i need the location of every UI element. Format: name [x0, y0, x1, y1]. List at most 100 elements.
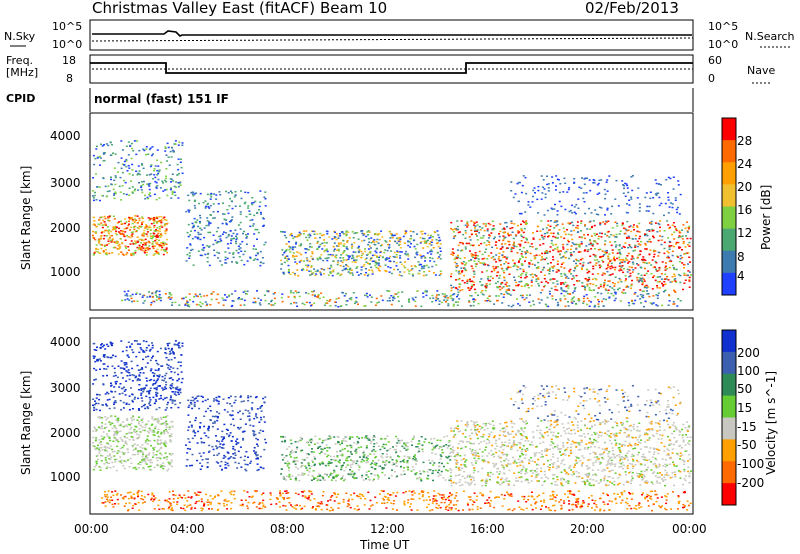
- scatter-cell: [531, 263, 534, 265]
- velocity-panel: Slant Range [km] 4000 3000 2000 1000 200…: [19, 317, 778, 515]
- scatter-cell: [116, 430, 119, 432]
- scatter-cell: [107, 345, 110, 347]
- scatter-cell: [506, 232, 509, 235]
- scatter-cell: [263, 448, 266, 451]
- scatter-cell: [293, 258, 296, 260]
- scatter-cell: [153, 253, 156, 255]
- scatter-cell: [371, 260, 374, 263]
- scatter-cell: [593, 248, 596, 250]
- scatter-cell: [116, 445, 119, 448]
- scatter-cell: [120, 462, 123, 464]
- scatter-cell: [499, 223, 502, 225]
- scatter-cell: [323, 250, 326, 253]
- scatter-cell: [167, 347, 170, 350]
- scatter-cell: [613, 259, 616, 262]
- scatter-cell: [116, 376, 119, 379]
- scatter-cell: [688, 280, 691, 282]
- scatter-cell: [630, 230, 633, 233]
- scatter-cell: [685, 274, 688, 277]
- scatter-cell: [192, 264, 195, 266]
- scatter-cell: [621, 180, 624, 182]
- scatter-cell: [503, 227, 505, 229]
- scatter-cell: [138, 244, 141, 247]
- scatter-cell: [165, 426, 168, 428]
- scatter-cell: [194, 419, 197, 422]
- scatter-cell: [107, 356, 110, 359]
- scatter-cell: [660, 202, 663, 205]
- scatter-cell: [136, 379, 139, 382]
- scatter-cell: [543, 235, 546, 238]
- scatter-cell: [151, 417, 154, 420]
- scatter-cell: [483, 242, 486, 244]
- scatter-cell: [142, 351, 145, 353]
- scatter-cell: [608, 280, 611, 282]
- scatter-cell: [551, 176, 554, 178]
- scatter-cell: [652, 236, 655, 239]
- scatter-cell: [162, 217, 165, 219]
- scatter-cell: [564, 208, 567, 211]
- scatter-cell: [679, 231, 682, 234]
- scatter-cell: [361, 232, 364, 235]
- scatter-cell: [153, 245, 156, 247]
- scatter-cell: [197, 395, 200, 397]
- scatter-cell: [148, 402, 151, 405]
- scatter-cell: [138, 351, 141, 354]
- scatter-cell: [505, 261, 508, 263]
- scatter-cell: [162, 241, 165, 243]
- scatter-cell: [671, 224, 674, 226]
- scatter-cell: [552, 282, 555, 284]
- scatter-cell: [102, 237, 105, 240]
- scatter-cell: [298, 261, 301, 263]
- scatter-cell: [166, 343, 169, 345]
- scatter-cell: [101, 404, 104, 406]
- scatter-cell: [231, 414, 234, 416]
- scatter-cell: [110, 384, 113, 387]
- scatter-cell: [163, 442, 166, 444]
- scatter-cell: [147, 420, 150, 423]
- scatter-cell: [671, 254, 674, 257]
- scatter-cell: [648, 230, 651, 232]
- scatter-cell: [106, 450, 109, 453]
- scatter-cell: [578, 243, 581, 246]
- scatter-cell: [644, 285, 647, 287]
- scatter-cell: [450, 294, 453, 297]
- scatter-cell: [474, 257, 476, 260]
- scatter-cell: [473, 288, 476, 291]
- scatter-cell: [395, 256, 398, 258]
- scatter-cell: [386, 300, 389, 302]
- scatter-cell: [583, 295, 586, 298]
- scatter-cell: [138, 434, 141, 436]
- scatter-cell: [324, 257, 327, 260]
- scatter-cell: [248, 213, 251, 215]
- scatter-cell: [415, 446, 418, 448]
- scatter-cell: [305, 236, 308, 239]
- scatter-cell: [171, 173, 174, 175]
- scatter-cell: [176, 386, 179, 388]
- scatter-cell: [508, 285, 511, 287]
- scatter-cell: [446, 435, 449, 437]
- scatter-cell: [96, 186, 98, 188]
- scatter-cell: [610, 233, 613, 236]
- scatter-cell: [390, 233, 393, 235]
- scatter-cell: [197, 231, 200, 234]
- scatter-cell: [587, 279, 590, 281]
- scatter-cell: [480, 242, 483, 245]
- scatter-cell: [141, 367, 143, 369]
- scatter-cell: [209, 405, 212, 407]
- scatter-cell: [623, 246, 626, 249]
- scatter-cell: [160, 161, 163, 164]
- scatter-cell: [524, 251, 527, 253]
- scatter-cell: [313, 290, 315, 292]
- scatter-cell: [135, 219, 138, 221]
- scatter-cell: [355, 296, 358, 299]
- scatter-cell: [111, 427, 114, 430]
- scatter-cell: [354, 251, 357, 253]
- scatter-cell: [130, 231, 133, 234]
- scatter-cell: [545, 305, 548, 307]
- scatter-cell: [148, 396, 151, 399]
- scatter-cell: [645, 210, 648, 212]
- scatter-cell: [510, 250, 513, 253]
- scatter-cell: [215, 230, 218, 233]
- scatter-cell: [351, 254, 354, 257]
- scatter-cell: [344, 268, 347, 271]
